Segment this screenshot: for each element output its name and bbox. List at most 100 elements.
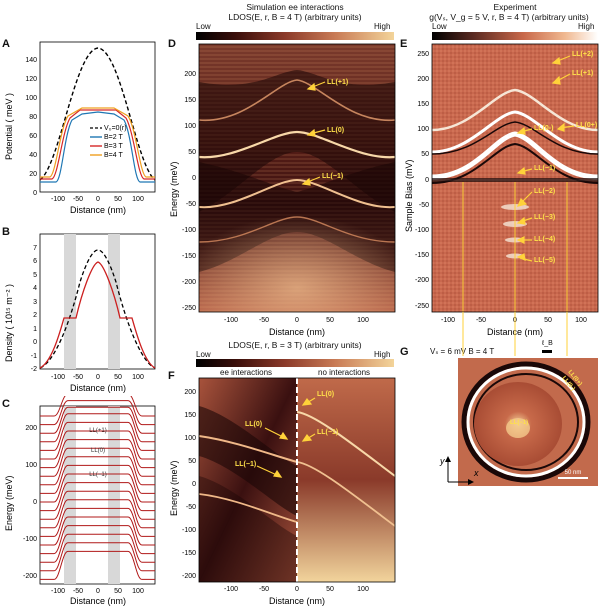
tick: -50 [73, 588, 83, 595]
tick: 50 [188, 149, 196, 156]
landau-level-line [40, 396, 155, 417]
tick: 0 [192, 481, 196, 488]
annotation-ll-plus2: LL(+2) [572, 51, 593, 58]
panel-label-f: F [168, 370, 175, 382]
tick: -100 [224, 317, 238, 324]
panel-label-b: B [2, 226, 10, 238]
tick: -100 [224, 586, 238, 593]
tick: 20 [29, 171, 37, 178]
tick: 0 [33, 499, 37, 506]
annotation-ll-minus5: LL(−5) [534, 257, 555, 264]
tick: 6 [33, 258, 37, 265]
screened-density-curve [39, 261, 156, 369]
tick: 0 [33, 339, 37, 346]
legend-b3: B=3 T [104, 143, 123, 150]
panel-e-map: 250 200 150 100 50 0 -50 -100 -150 -200 … [404, 43, 599, 337]
tick: 60 [29, 133, 37, 140]
panel-f-cb-high: High [374, 350, 391, 359]
panel-d-cb-high: High [374, 22, 391, 31]
landau-level-line [40, 447, 155, 477]
landau-level-line [40, 533, 155, 563]
tick: -150 [182, 550, 196, 557]
ll-label: LL(0) [91, 448, 105, 454]
tick: 0 [425, 177, 429, 184]
annotation-ll-minus1-right: LL(−1) [317, 429, 338, 436]
landau-level-line [40, 507, 155, 537]
tick: -250 [182, 305, 196, 312]
tick: 0 [33, 190, 37, 197]
legend-b2: B=2 T [104, 134, 123, 141]
landau-level-line [40, 421, 155, 451]
panel-d-title: Simulation ee interactions [246, 2, 344, 12]
panel-d-subtitle: LDOS(E, r, B = 4 T) (arbitrary units) [228, 12, 362, 22]
tick: 50 [188, 458, 196, 465]
tick: -100 [182, 227, 196, 234]
panel-f-right-title: no interactions [318, 368, 371, 377]
tick: 0 [96, 374, 100, 381]
panel-a-xlabel: Distance (nm) [70, 205, 126, 215]
annotation-ll-0: LL(0) [327, 127, 344, 134]
tick: 0 [295, 317, 299, 324]
panel-e-cb-high: High [578, 22, 595, 31]
tick: -150 [415, 252, 429, 259]
tick: 200 [184, 71, 196, 78]
tick: -100 [51, 374, 65, 381]
landau-level-line [40, 439, 155, 469]
panel-label-a: A [2, 38, 10, 50]
curve-b4 [40, 107, 155, 178]
panel-label-c: C [2, 398, 10, 410]
panel-g-lb: ℓ_B [542, 340, 553, 347]
panel-f-left-title: ee interactions [220, 368, 273, 377]
tick: 0 [96, 588, 100, 595]
tick: -50 [476, 317, 486, 324]
tick: -100 [415, 227, 429, 234]
scale-bar-label: 50 nm [565, 470, 582, 476]
shaded-region-right [108, 234, 120, 369]
shaded-region-left [64, 234, 76, 369]
tick: 100 [132, 588, 144, 595]
panel-d-ylabel: Energy (meV) [169, 161, 179, 217]
landau-level-line [40, 482, 155, 512]
panel-d-xlabel: Distance (nm) [269, 327, 325, 337]
annotation-ll-plus1: LL(+1) [572, 70, 593, 77]
curve-b3 [40, 109, 155, 180]
tick: 40 [29, 152, 37, 159]
panel-d-colorbar [196, 32, 394, 40]
panel-label-g: G [400, 346, 409, 358]
tick: 150 [184, 412, 196, 419]
annotation-ll-minus1: LL(−1) [534, 165, 555, 172]
tick: -1 [31, 353, 37, 360]
landau-level-line [40, 550, 155, 580]
tick: -100 [23, 536, 37, 543]
tick: 80 [29, 114, 37, 121]
tick: -100 [182, 527, 196, 534]
tick: 50 [326, 317, 334, 324]
tick: -50 [259, 317, 269, 324]
tick: -50 [186, 504, 196, 511]
tick: 140 [25, 57, 37, 64]
tick: 200 [417, 76, 429, 83]
panel-d-cb-low: Low [196, 22, 211, 31]
landau-level-line [40, 490, 155, 520]
tick: 50 [114, 588, 122, 595]
landau-level-line [40, 413, 155, 443]
tick: -50 [186, 201, 196, 208]
landau-level-line [40, 499, 155, 529]
panel-f-xlabel: Distance (nm) [269, 596, 325, 606]
tick: 2 [33, 312, 37, 319]
tick: 50 [544, 317, 552, 324]
bare-density-curve [39, 249, 156, 369]
annotation-ll-minus4: LL(−4) [534, 236, 555, 243]
annotation-ll-0plus: LL(0+) [576, 122, 597, 129]
panel-d-map: 200 150 100 50 0 -50 -100 -150 -200 -250… [169, 43, 396, 337]
panel-f-subtitle: LDOS(E, r, B = 3 T) (arbitrary units) [228, 340, 362, 350]
tick: -50 [73, 374, 83, 381]
panel-c-plot: -200 -100 0 100 200 LL(+1) LL(0) LL(−1) … [4, 396, 156, 606]
tick: 100 [184, 435, 196, 442]
landau-level-line [40, 525, 155, 555]
curve-b2 [40, 111, 155, 183]
tick: -50 [419, 202, 429, 209]
annotation-ll-minus1: LL(−1) [510, 420, 528, 426]
annotation-ll-minus1-left: LL(−1) [235, 461, 256, 468]
ll-label: LL(+1) [89, 428, 107, 434]
